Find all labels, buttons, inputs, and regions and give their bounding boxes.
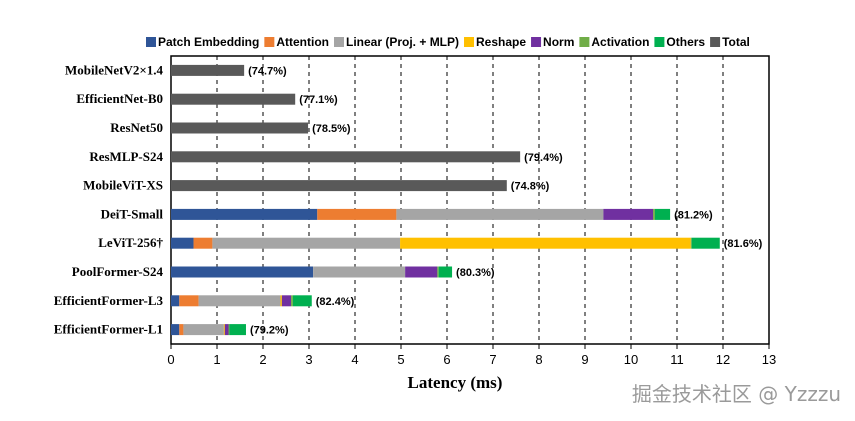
x-tick-label: 11 xyxy=(670,352,684,367)
legend-swatch xyxy=(654,37,665,47)
accuracy-annotation: (81.2%) xyxy=(674,209,713,221)
bar-segment-patch-embedding xyxy=(171,324,180,336)
bar-segment-total xyxy=(171,122,309,134)
model-label: PoolFormer-S24 xyxy=(72,264,164,279)
bar-segment-others xyxy=(229,324,246,336)
bar-segment-patch-embedding xyxy=(171,266,314,278)
x-tick-label: 7 xyxy=(489,352,496,367)
legend-label: Patch Embedding xyxy=(158,35,259,49)
legend-swatch xyxy=(264,37,275,47)
bar-segment-activation xyxy=(291,295,293,307)
bar-segment-activation xyxy=(653,208,655,220)
accuracy-annotation: (78.5%) xyxy=(312,123,351,135)
x-tick-label: 10 xyxy=(624,352,638,367)
bar-segment-patch-embedding xyxy=(171,237,194,249)
bar-segment-activation xyxy=(437,266,439,278)
legend-swatch xyxy=(579,37,590,47)
bar-segment-attention xyxy=(179,295,199,307)
legend-label: Reshape xyxy=(476,35,526,49)
model-label: EfficientFormer-L3 xyxy=(54,293,164,308)
legend-swatch xyxy=(710,37,721,47)
accuracy-annotation: (79.2%) xyxy=(250,325,289,337)
bar-segment-attention xyxy=(179,324,184,336)
x-axis-label: Latency (ms) xyxy=(408,373,503,392)
legend-label: Total xyxy=(722,35,750,49)
legend-label: Others xyxy=(666,35,705,49)
legend-label: Norm xyxy=(543,35,574,49)
bar-segment-activation xyxy=(228,324,230,336)
legend-swatch xyxy=(464,37,475,47)
bar-segment-linear-proj-mlp- xyxy=(313,266,406,278)
x-tick-label: 9 xyxy=(581,352,588,367)
bar-segment-norm xyxy=(224,324,229,336)
legend-swatch xyxy=(334,37,344,47)
bar-segment-norm xyxy=(603,208,654,220)
bar-segment-reshape xyxy=(223,324,225,336)
model-label: EfficientFormer-L1 xyxy=(54,322,163,337)
plot-frame xyxy=(170,55,770,345)
bar-segment-attention xyxy=(317,208,397,220)
x-tick-label: 13 xyxy=(762,352,776,367)
bar-segment-linear-proj-mlp- xyxy=(212,237,401,249)
x-tick-label: 3 xyxy=(305,352,312,367)
accuracy-annotation: (82.4%) xyxy=(316,296,355,308)
accuracy-annotation: (80.3%) xyxy=(456,267,495,279)
model-label: EfficientNet-B0 xyxy=(76,91,163,106)
x-tick-label: 5 xyxy=(397,352,404,367)
bar-segment-norm xyxy=(405,266,438,278)
model-label: MobileNetV2×1.4 xyxy=(65,62,164,77)
x-tick-label: 1 xyxy=(213,352,220,367)
bar-segment-linear-proj-mlp- xyxy=(396,208,604,220)
accuracy-annotation: (74.8%) xyxy=(511,181,550,193)
bar-segment-patch-embedding xyxy=(171,208,318,220)
model-label: DeiT-Small xyxy=(101,206,164,221)
accuracy-annotation: (74.7%) xyxy=(248,65,287,77)
accuracy-annotation: (79.4%) xyxy=(524,152,563,164)
legend-swatch xyxy=(531,37,542,47)
bar-segment-norm xyxy=(281,295,292,307)
bar-segment-attention xyxy=(193,237,213,249)
bar-segment-total xyxy=(171,151,521,163)
watermark: 掘金技术社区 @ Yzzzu xyxy=(631,382,841,406)
bar-segment-activation xyxy=(690,237,692,249)
model-label: MobileViT-XS xyxy=(83,178,163,193)
legend-label: Activation xyxy=(591,35,649,49)
bar-segment-total xyxy=(171,93,296,105)
bar-segment-others xyxy=(438,266,453,278)
accuracy-annotation: (77.1%) xyxy=(299,94,338,106)
x-tick-label: 8 xyxy=(535,352,542,367)
bar-segment-total xyxy=(171,64,245,76)
x-tick-label: 0 xyxy=(167,352,174,367)
legend-label: Linear (Proj. + MLP) xyxy=(346,35,459,49)
accuracy-annotation: (81.6%) xyxy=(724,238,763,250)
bar-segment-others xyxy=(691,237,720,249)
bar-segment-patch-embedding xyxy=(171,295,180,307)
legend-swatch xyxy=(146,37,156,47)
bar-segment-others xyxy=(292,295,312,307)
bar-segment-reshape xyxy=(280,295,282,307)
x-tick-label: 12 xyxy=(716,352,730,367)
bar-segment-others xyxy=(654,208,671,220)
legend-label: Attention xyxy=(276,35,329,49)
x-tick-label: 4 xyxy=(351,352,358,367)
model-label: ResNet50 xyxy=(110,120,163,135)
bar-segment-linear-proj-mlp- xyxy=(198,295,281,307)
bar-segment-reshape xyxy=(400,237,691,249)
model-label: ResMLP-S24 xyxy=(89,149,163,164)
x-tick-label: 2 xyxy=(259,352,266,367)
x-tick-label: 6 xyxy=(443,352,450,367)
bar-segment-linear-proj-mlp- xyxy=(183,324,224,336)
model-label: LeViT-256† xyxy=(98,235,163,250)
bar-segment-total xyxy=(171,180,507,192)
